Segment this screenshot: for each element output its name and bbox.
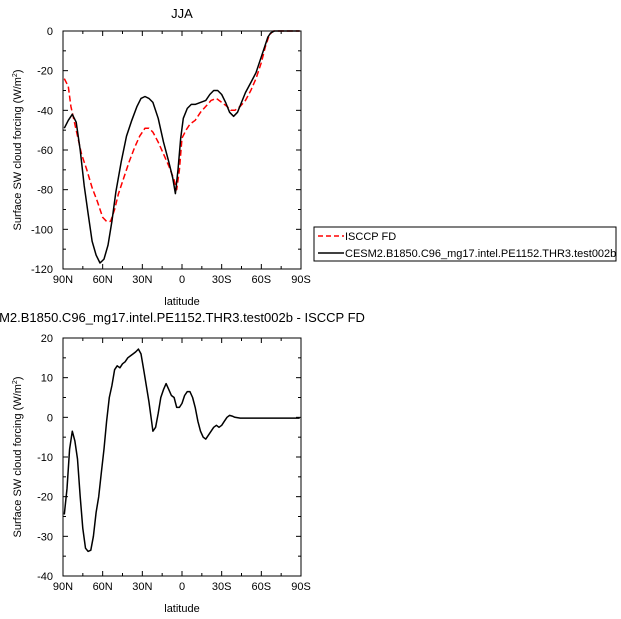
legend-box bbox=[313, 226, 617, 262]
bottom-plot-frame bbox=[62, 337, 302, 577]
top-x-tick-label: 30S bbox=[212, 274, 232, 286]
bottom-series-line-0 bbox=[63, 348, 300, 553]
bottom-x-tick-label: 30S bbox=[212, 581, 232, 593]
bottom-y-tick-label: 20 bbox=[41, 333, 53, 345]
bottom-x-tick-label: 30N bbox=[132, 581, 152, 593]
top-x-axis-label: latitude bbox=[164, 296, 199, 308]
bottom-y-axis-label: Surface SW cloud forcing (W/m2) bbox=[12, 376, 24, 537]
top-series-line-1 bbox=[63, 30, 300, 264]
top-chart-title: JJA bbox=[171, 6, 193, 21]
bottom-chart-title: M2.B1850.C96_mg17.intel.PE1152.THR3.test… bbox=[0, 310, 365, 325]
bottom-y-tick-label: -10 bbox=[37, 452, 53, 464]
top-x-tick-label: 30N bbox=[132, 274, 152, 286]
bottom-x-tick-label: 90S bbox=[291, 581, 311, 593]
bottom-x-axis-label: latitude bbox=[164, 603, 199, 615]
top-y-tick-label: -40 bbox=[37, 105, 53, 117]
legend: ISCCP FD CESM2.B1850.C96_mg17.intel.PE11… bbox=[313, 226, 617, 262]
bottom-y-tick-label: 10 bbox=[41, 373, 53, 385]
top-series-line-0 bbox=[63, 30, 300, 223]
bottom-y-tick-label: -30 bbox=[37, 531, 53, 543]
bottom-y-tick-label: -20 bbox=[37, 492, 53, 504]
legend-label-isccp: ISCCP FD bbox=[345, 231, 396, 243]
bottom-y-tick-label: 0 bbox=[47, 412, 53, 424]
top-series-group bbox=[63, 30, 300, 264]
top-tick-labels: 90N 60N 30N 0 30S 60S 90S -120 -100 -80 -60 -40 -20 0 bbox=[31, 26, 311, 286]
bottom-tick-labels: 90N 60N 30N 0 30S 60S 90S -40 -30 -20 -10 0 10 20 bbox=[37, 333, 311, 593]
bottom-x-tick-label: 90N bbox=[53, 581, 73, 593]
top-plot-frame bbox=[62, 30, 302, 270]
top-y-tick-label: -100 bbox=[31, 224, 53, 236]
top-x-tick-label: 60N bbox=[93, 274, 113, 286]
legend-label-cesm: CESM2.B1850.C96_mg17.intel.PE1152.THR3.t… bbox=[345, 248, 616, 260]
bottom-series-group bbox=[63, 348, 300, 553]
top-y-axis-label: Surface SW cloud forcing (W/m2) bbox=[12, 69, 24, 230]
bottom-x-tick-label: 0 bbox=[179, 581, 185, 593]
top-y-tick-label: -80 bbox=[37, 185, 53, 197]
top-y-tick-label: -20 bbox=[37, 66, 53, 78]
top-y-tick-label: 0 bbox=[47, 26, 53, 38]
top-x-tick-label: 60S bbox=[252, 274, 272, 286]
bottom-x-tick-label: 60S bbox=[252, 581, 272, 593]
top-x-tick-label: 90N bbox=[53, 274, 73, 286]
bottom-y-tick-label: -40 bbox=[37, 571, 53, 583]
top-x-tick-label: 0 bbox=[179, 274, 185, 286]
top-chart-panel: JJA 90N 60N 30N 0 30S 60S 90S -120 -100 -80 -60 -40… bbox=[12, 6, 311, 308]
bottom-axis-ticks bbox=[62, 337, 302, 577]
bottom-chart-panel: M2.B1850.C96_mg17.intel.PE1152.THR3.test… bbox=[0, 310, 365, 615]
top-y-tick-label: -120 bbox=[31, 264, 53, 276]
bottom-x-tick-label: 60N bbox=[93, 581, 113, 593]
top-axis-ticks bbox=[62, 30, 302, 270]
top-x-tick-label: 90S bbox=[291, 274, 311, 286]
top-y-tick-label: -60 bbox=[37, 145, 53, 157]
